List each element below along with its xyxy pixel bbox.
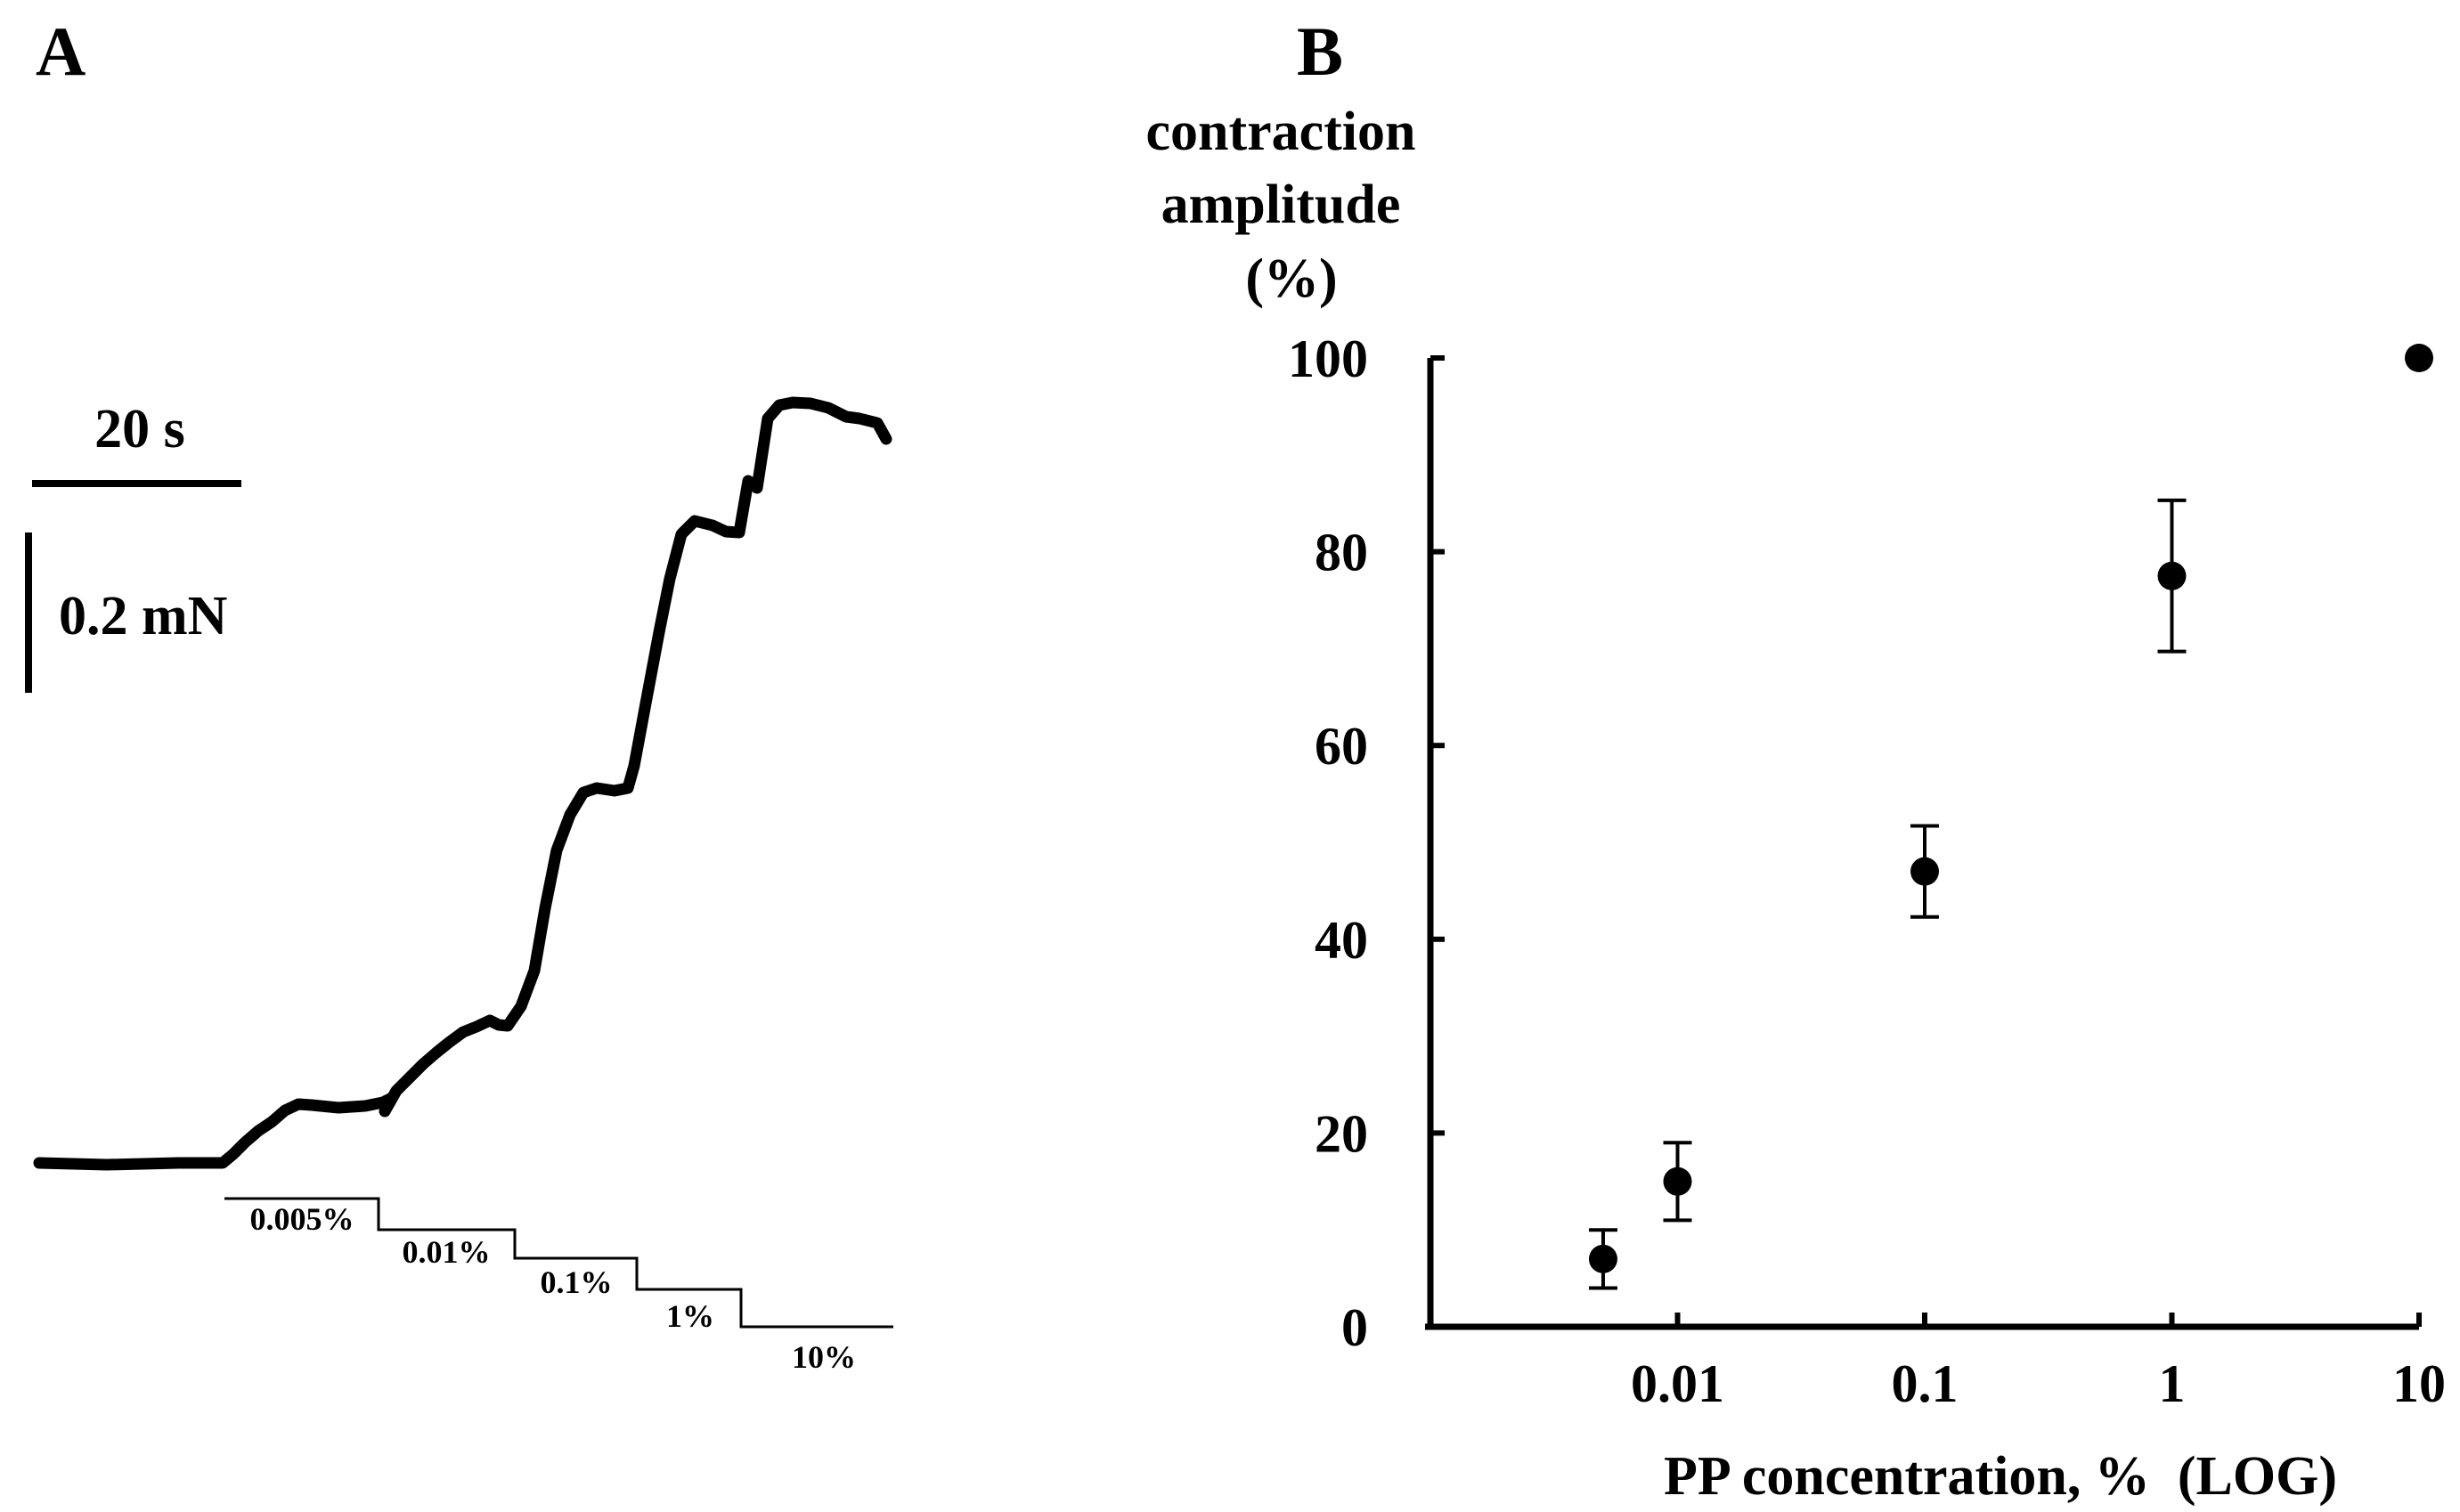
data-point xyxy=(1910,857,1939,886)
panel-b-label: B xyxy=(1297,12,1343,90)
x-tick-label: 1 xyxy=(2159,1354,2186,1413)
y-axis-label-line: contraction xyxy=(1145,102,1415,162)
step-label: 0.1% xyxy=(541,1264,613,1300)
step-label: 0.005% xyxy=(250,1201,354,1237)
data-point xyxy=(1588,1244,1617,1273)
x-tick-label: 0.01 xyxy=(1631,1354,1724,1413)
y-axis-label-line: (%) xyxy=(1245,248,1337,309)
data-points xyxy=(1588,344,2433,1290)
panel-a-label: A xyxy=(36,12,86,90)
concentration-staircase xyxy=(224,1197,893,1329)
force-trace xyxy=(33,396,892,1171)
panel-a: A 20 s 0.2 mN 0.005% 0.01% 0.1% 1% 10% xyxy=(25,12,893,1375)
y-tick-label: 20 xyxy=(1315,1104,1368,1163)
time-scalebar-label: 20 s xyxy=(94,399,185,459)
x-axis-label: PP concentration, % (LOG) xyxy=(1664,1446,2337,1507)
data-point xyxy=(2405,344,2433,372)
step-label: 1% xyxy=(666,1298,714,1334)
x-ticks: 0.01 0.1 1 10 xyxy=(1631,1313,2446,1413)
y-tick-label: 80 xyxy=(1315,524,1368,582)
data-point xyxy=(1663,1167,1692,1196)
step-label: 10% xyxy=(792,1339,856,1375)
y-tick-label: 100 xyxy=(1288,329,1368,388)
y-tick-label: 40 xyxy=(1315,911,1368,970)
step-label: 0.01% xyxy=(403,1234,491,1270)
x-tick-label: 0.1 xyxy=(1892,1354,1959,1413)
panel-b: B contraction amplitude (%) 020406080100… xyxy=(1145,12,2446,1507)
force-scalebar-label: 0.2 mN xyxy=(59,586,227,646)
y-tick-label: 60 xyxy=(1315,717,1368,776)
x-tick-label: 10 xyxy=(2392,1354,2446,1413)
y-tick-label: 0 xyxy=(1341,1298,1368,1357)
data-point xyxy=(2157,561,2187,590)
y-ticks: 0 20 40 60 80 100 xyxy=(1288,329,1445,1357)
y-axis-label-line: amplitude xyxy=(1161,175,1401,235)
